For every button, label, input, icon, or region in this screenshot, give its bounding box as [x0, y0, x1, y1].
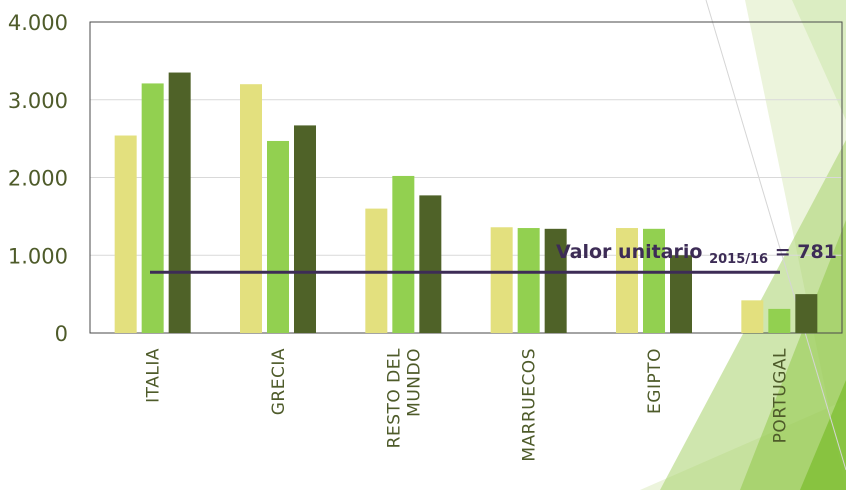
background-decoration-shape	[800, 380, 846, 490]
y-tick-label: 2.000	[8, 167, 68, 191]
category-label: MUNDO	[404, 348, 424, 417]
background-decoration-shape	[640, 0, 846, 490]
reference-label-main: Valor unitario	[556, 241, 709, 263]
y-tick-label: 0	[55, 322, 68, 346]
y-tick-label: 1.000	[8, 244, 68, 268]
bar	[616, 228, 638, 333]
category-label: RESTO DEL	[384, 348, 404, 448]
category-label: ITALIA	[144, 348, 164, 403]
bar	[741, 300, 764, 333]
reference-line-label: Valor unitario 2015/16 = 781	[556, 241, 837, 267]
category-label: EGIPTO	[645, 348, 665, 414]
reference-label-value: = 781	[768, 241, 837, 263]
bar	[240, 84, 262, 333]
y-tick-label: 3.000	[8, 89, 68, 113]
bar	[141, 83, 164, 333]
bar	[768, 308, 791, 333]
background-decoration-line	[705, 0, 846, 471]
plot-frame	[89, 21, 843, 334]
category-label: PORTUGAL	[770, 348, 790, 443]
bar	[294, 125, 316, 333]
background-decoration-shape	[740, 220, 846, 490]
background-decoration-shape	[792, 0, 846, 120]
y-tick-label: 4.000	[8, 11, 68, 35]
bar	[795, 294, 818, 333]
bar	[267, 140, 289, 333]
bar	[544, 228, 567, 333]
bar	[114, 135, 137, 333]
bar	[490, 227, 513, 333]
bar	[392, 175, 415, 333]
bar	[643, 228, 665, 333]
category-label: MARRUECOS	[520, 348, 540, 462]
category-label: GRECIA	[269, 348, 289, 415]
bar	[670, 255, 692, 333]
bar	[419, 195, 442, 333]
bar	[168, 72, 191, 333]
reference-label-subscript: 2015/16	[709, 252, 768, 267]
bar	[517, 228, 540, 333]
